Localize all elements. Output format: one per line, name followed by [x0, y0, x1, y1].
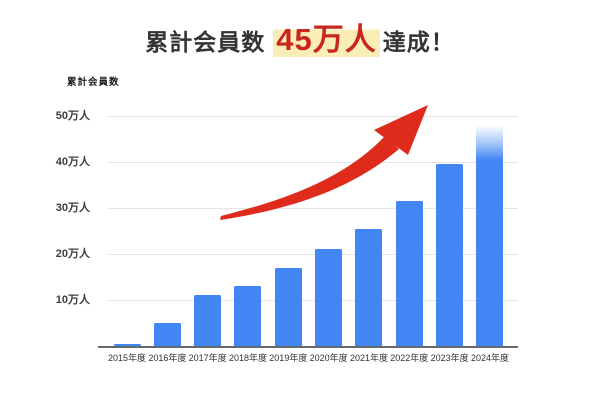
x-tick-label: 2017年度 [188, 353, 227, 363]
x-tick-label: 2022年度 [390, 353, 429, 363]
x-tick-label: 2018年度 [228, 353, 267, 363]
x-tick-label: 2023年度 [430, 353, 469, 363]
y-tick-label: 40万人 [55, 156, 90, 168]
y-tick-label: 20万人 [55, 248, 90, 260]
x-tick-label: 2024年度 [470, 353, 509, 363]
chart-bar [194, 295, 222, 346]
title-prefix: 累計会員数 [145, 29, 266, 55]
gridline [108, 254, 518, 255]
title-suffix: 達成！ [382, 29, 455, 55]
gridline [108, 162, 518, 163]
x-tick-label: 2019年度 [269, 353, 308, 363]
title-highlight: 45万人 [273, 14, 380, 59]
x-tick-label: 2020年度 [309, 353, 348, 363]
x-tick-label: 2016年度 [148, 353, 187, 363]
chart-bar [436, 164, 464, 346]
page-title: 累計会員数 45万人 達成！ [0, 14, 600, 59]
chart-bar [153, 323, 181, 346]
chart-bar [315, 249, 343, 346]
x-tick-label: 2021年度 [349, 353, 388, 363]
chart-bar [234, 286, 262, 346]
chart-bar [355, 228, 383, 346]
x-tick-label: 2015年度 [107, 353, 147, 363]
gridline [108, 300, 518, 301]
chart-bar [274, 267, 302, 346]
y-tick-label: 30万人 [55, 202, 90, 214]
y-tick-label: 50万人 [55, 110, 90, 122]
chart-bar [113, 343, 141, 346]
plot-area: 10万人 20万人 30万人 40万人 50万人 2015年度 2016年度 2017年度 20… [56, 110, 518, 363]
y-axis-title: 累計会員数 [67, 77, 120, 88]
y-tick-label: 10万人 [55, 294, 90, 306]
chart-bar [476, 125, 504, 346]
chart-bar [395, 201, 423, 346]
gridline [108, 116, 518, 117]
